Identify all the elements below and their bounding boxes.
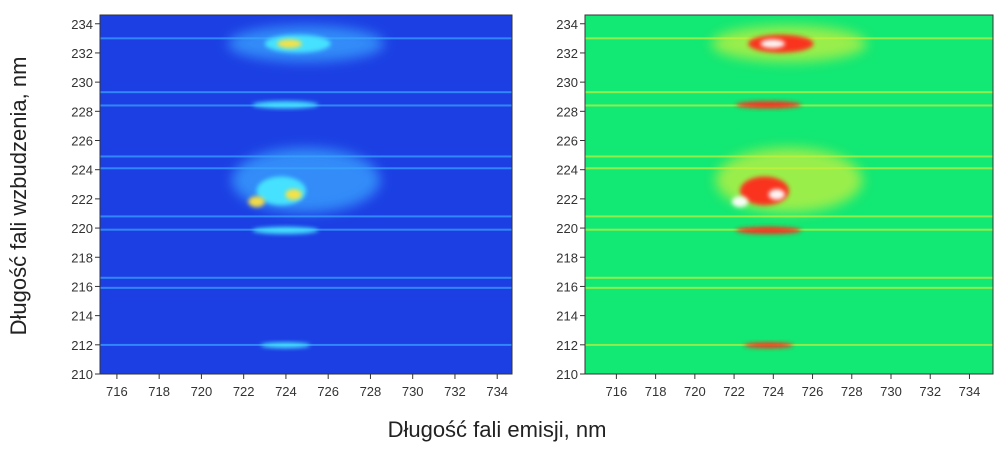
y-tick-label: 220 xyxy=(71,221,93,236)
plot-frame xyxy=(99,14,513,375)
y-tick-label: 222 xyxy=(71,192,93,207)
y-tick-label: 212 xyxy=(71,338,93,353)
x-tick-label: 716 xyxy=(606,384,628,399)
x-tick-label: 732 xyxy=(444,384,466,399)
intensity-blob xyxy=(260,342,311,349)
x-tick-label: 720 xyxy=(684,384,706,399)
x-tick-label: 728 xyxy=(360,384,382,399)
heatmap-image xyxy=(585,15,993,374)
streak xyxy=(100,276,512,279)
plot-frame xyxy=(584,14,994,375)
intensity-blob xyxy=(731,196,749,208)
x-tick-label: 734 xyxy=(959,384,981,399)
heatmap: 716 718 720 722 724 726 728 730 732 734 210 212 214 2… xyxy=(556,14,994,399)
x-tick-label: 718 xyxy=(148,384,170,399)
y-tick-label: 228 xyxy=(556,104,578,119)
x-tick-label: 728 xyxy=(841,384,863,399)
y-tick-label: 230 xyxy=(71,75,93,90)
intensity-blob xyxy=(252,226,319,234)
y-tick-label: 212 xyxy=(556,338,578,353)
y-tick-label: 234 xyxy=(71,17,93,32)
y-tick-label: 214 xyxy=(71,309,93,324)
intensity-blob xyxy=(744,342,794,349)
y-tick-label: 218 xyxy=(556,250,578,265)
y-tick-label: 226 xyxy=(556,134,578,149)
x-tick-label: 720 xyxy=(191,384,213,399)
x-tick-label: 732 xyxy=(919,384,941,399)
y-tick-label: 210 xyxy=(556,367,578,382)
heatmap-image xyxy=(100,15,512,374)
intensity-blob xyxy=(277,39,302,49)
x-tick-label: 726 xyxy=(802,384,824,399)
y-tick-label: 234 xyxy=(556,17,578,32)
x-tick-label: 716 xyxy=(106,384,128,399)
streak xyxy=(100,91,512,94)
intensity-blob xyxy=(768,189,785,200)
y-tick-label: 210 xyxy=(71,367,93,382)
y-tick-label: 232 xyxy=(71,46,93,61)
intensity-blob xyxy=(735,226,802,234)
streak xyxy=(585,276,993,279)
intensity-blob xyxy=(248,196,265,208)
y-axis-label: Długość fali wzbudzenia, nm xyxy=(6,57,31,336)
x-tick-label: 722 xyxy=(723,384,745,399)
x-tick-label: 724 xyxy=(762,384,784,399)
y-tick-label: 216 xyxy=(556,279,578,294)
x-tick-label: 722 xyxy=(233,384,255,399)
y-tick-label: 222 xyxy=(556,192,578,207)
y-tick-label: 214 xyxy=(556,309,578,324)
x-tick-label: 718 xyxy=(645,384,667,399)
y-tick-label: 224 xyxy=(71,163,93,178)
y-tick-label: 220 xyxy=(556,221,578,236)
streak xyxy=(100,215,512,218)
y-tick-label: 230 xyxy=(556,75,578,90)
y-tick-label: 218 xyxy=(71,250,93,265)
y-tick-label: 228 xyxy=(71,104,93,119)
x-axis-label: Długość fali emisji, nm xyxy=(388,417,607,442)
heatmap: 716 718 720 722 724 726 728 730 732 734 210 212 214 2… xyxy=(71,14,513,399)
streak xyxy=(585,286,993,289)
y-tick-label: 226 xyxy=(71,134,93,149)
intensity-blob xyxy=(735,101,802,109)
intensity-blob xyxy=(285,189,302,200)
x-tick-label: 724 xyxy=(275,384,297,399)
intensity-blob xyxy=(252,101,319,109)
y-tick-label: 224 xyxy=(556,163,578,178)
streak xyxy=(585,215,993,218)
intensity-blob xyxy=(760,39,785,49)
streak xyxy=(100,286,512,289)
x-tick-label: 730 xyxy=(880,384,902,399)
y-tick-label: 232 xyxy=(556,46,578,61)
streak xyxy=(585,91,993,94)
x-tick-label: 730 xyxy=(402,384,424,399)
x-tick-label: 726 xyxy=(317,384,339,399)
x-tick-label: 734 xyxy=(486,384,508,399)
y-tick-label: 216 xyxy=(71,279,93,294)
